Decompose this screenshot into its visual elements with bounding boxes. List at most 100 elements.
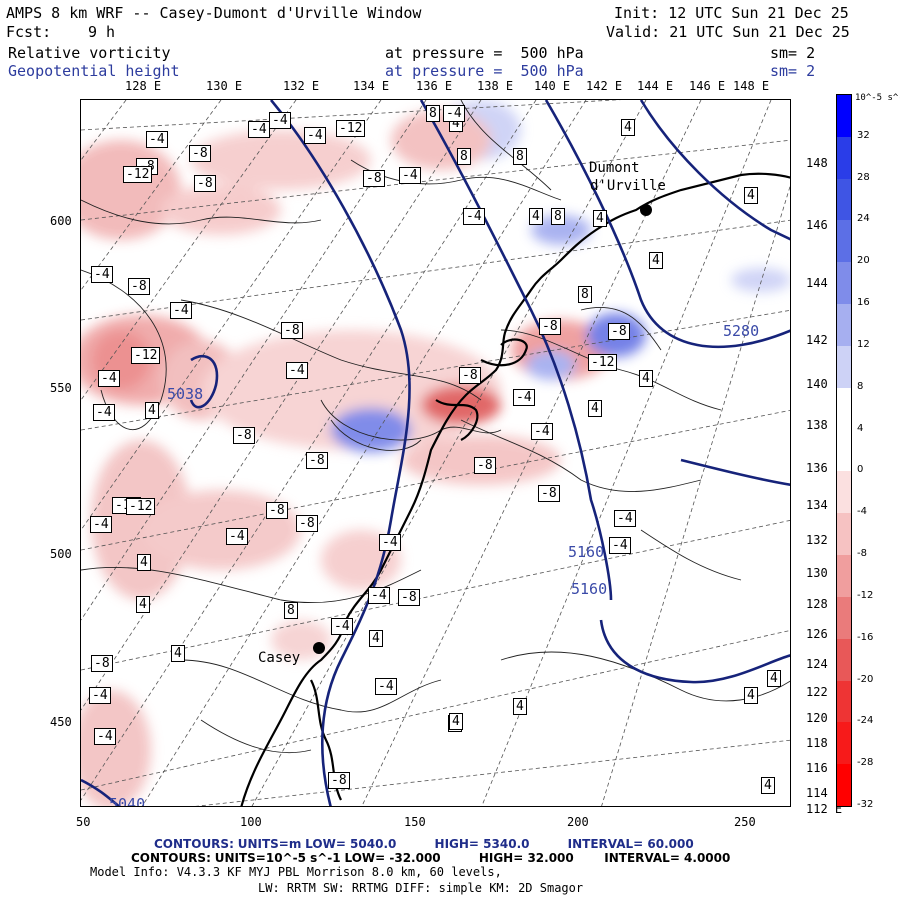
vorticity-contour-label: 4 [513, 698, 527, 715]
colorbar-segment [837, 555, 851, 598]
height-contour-5280 [544, 100, 790, 349]
colorbar-segment [837, 471, 851, 514]
vorticity-contour-label: -8 [398, 589, 420, 606]
vorticity-contour-label: -4 [304, 127, 326, 144]
top-lon-label: 138 E [477, 79, 514, 93]
casey-marker [313, 642, 325, 654]
footer-line1-interval: INTERVAL= 60.000 [567, 837, 694, 851]
vorticity-contour-label: 8 [284, 602, 298, 619]
shade-patch [731, 268, 790, 292]
contour-line [81, 199, 322, 225]
colorbar-unit: 10^-5 s^-1 [855, 93, 900, 103]
vorticity-contour-label: -4 [98, 370, 120, 387]
vorticity-contour-label: -4 [286, 362, 308, 379]
footer-line1-label: CONTOURS: [154, 837, 234, 851]
vorticity-contour-label: 4 [529, 208, 543, 225]
vorticity-contour-label: -8 [266, 502, 288, 519]
vorticity-shading [81, 100, 790, 806]
coast-bay [435, 399, 479, 441]
vorticity-contour-label: -12 [336, 120, 366, 137]
footer-line1: CONTOURS: UNITS=m LOW= 5040.0 HIGH= 5340… [154, 838, 694, 851]
colorbar-segment [837, 178, 851, 221]
height-contour-5160 [419, 100, 613, 601]
vorticity-contour-label: -4 [443, 105, 465, 122]
right-lon-label: 144 E [806, 276, 843, 290]
height-contours [81, 100, 790, 806]
colorbar-segment [837, 345, 851, 389]
colorbar-tick-label: 20 [857, 255, 870, 267]
vorticity-contour-label: 4 [449, 713, 463, 730]
colorbar-tick-label: -20 [857, 673, 874, 685]
right-lon-label: 126 E [806, 627, 843, 641]
vorticity-contour-label: -8 [91, 655, 113, 672]
forecast-label: Fcst: [6, 23, 52, 41]
latlon-grid [81, 100, 790, 806]
meridian [481, 100, 772, 806]
vorticity-contour-label: 4 [621, 119, 635, 136]
contour-line [460, 419, 702, 492]
contour-line [180, 299, 482, 401]
right-lon-label: 146 E [806, 218, 843, 232]
y-tick-label: 450 [50, 715, 72, 729]
shade-patch [161, 185, 281, 235]
field1-smoothing: sm= 2 [770, 44, 816, 62]
top-lon-label: 134 E [353, 79, 390, 93]
height-label: 5160 [571, 580, 608, 598]
map-graphics [81, 100, 790, 806]
colorbar-tick-label: 0 [857, 464, 864, 476]
footer-line2-high: HIGH= 32.000 [478, 851, 574, 865]
colorbar-segment [837, 722, 851, 765]
vorticity-contour-label: 8 [578, 286, 592, 303]
vorticity-contour-label: -4 [226, 528, 248, 545]
top-lon-label: 148 E [733, 79, 770, 93]
right-lon-label: 112 E [806, 802, 843, 816]
vorticity-contour-label: -4 [614, 510, 636, 527]
height-contour-outer [680, 458, 790, 486]
vorticity-contour-label: -8 [459, 367, 481, 384]
height-label: 5160 [568, 543, 605, 561]
top-lon-label: 142 E [586, 79, 623, 93]
height-contour-5100 [270, 100, 411, 806]
top-lon-label: 128 E [125, 79, 162, 93]
right-lon-label: 122 E [806, 685, 843, 699]
contour-line [460, 100, 552, 191]
vorticity-contour-label: -4 [146, 131, 168, 148]
vorticity-contour-label: 4 [369, 630, 383, 647]
vorticity-contour-label: -8 [306, 452, 328, 469]
vorticity-contour-label: 4 [649, 252, 663, 269]
right-lon-label: 148 E [806, 156, 843, 170]
colorbar-segment [837, 136, 851, 180]
vorticity-contour-label: -4 [399, 167, 421, 184]
height-contour-5040 [189, 354, 219, 409]
contour-line [200, 719, 312, 754]
contour-line [500, 651, 790, 702]
height-contour-5340 [639, 100, 790, 241]
vorticity-contour-label: -8 [189, 145, 211, 162]
vorticity-contour-label: 4 [145, 402, 159, 419]
vorticity-contour-label: 4 [137, 554, 151, 571]
colorbar-segment [837, 429, 851, 472]
right-lon-label: 136 E [806, 461, 843, 475]
colorbar-tick-label: -32 [857, 799, 874, 810]
vorticity-contour-label: -8 [363, 170, 385, 187]
parallel [81, 309, 790, 431]
top-lon-label: 140 E [534, 79, 571, 93]
meridian [141, 100, 587, 806]
shade-patch [531, 215, 591, 245]
vorticity-contour-label: -4 [269, 112, 291, 129]
colorbar-segment [837, 262, 851, 305]
meridian [361, 100, 702, 806]
colorbar-tick-label: -8 [857, 548, 867, 560]
footer-line2-units: UNITS=10^-5 s^-1 [214, 851, 341, 865]
parallel [81, 139, 790, 221]
colorbar-segment [837, 680, 851, 723]
vorticity-contours [81, 100, 790, 754]
vorticity-contour-label: 8 [426, 105, 440, 122]
top-lon-label: 144 E [637, 79, 674, 93]
vorticity-contour-label: -4 [379, 534, 401, 551]
colorbar-segment [837, 387, 851, 431]
shade-patch [141, 490, 301, 570]
vorticity-contour-label: -8 [128, 278, 150, 295]
vorticity-contour-label: -4 [90, 516, 112, 533]
parallel [81, 520, 790, 671]
